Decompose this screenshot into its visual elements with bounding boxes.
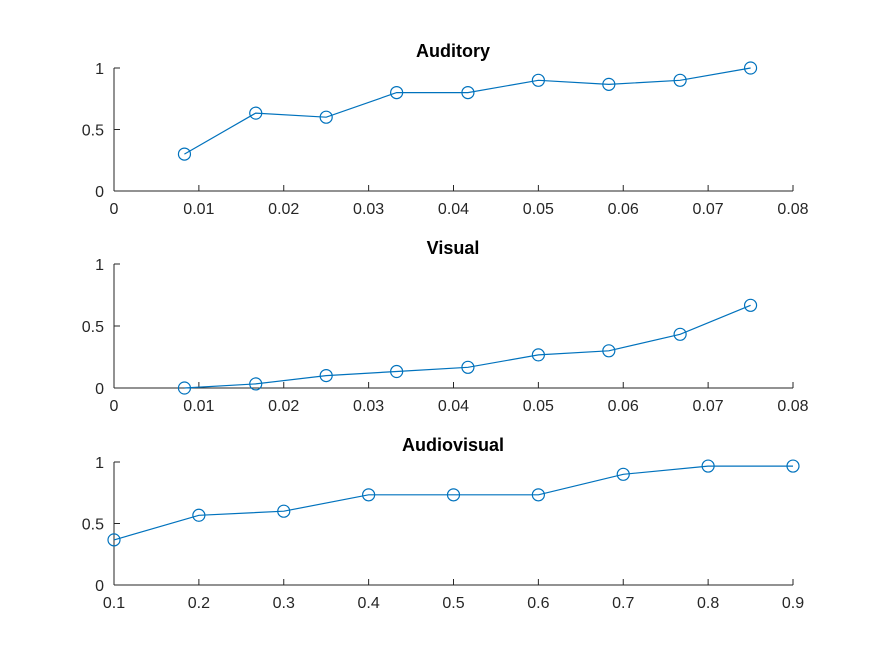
x-tick-label: 0.9: [782, 595, 804, 612]
data-point: [531, 488, 545, 502]
x-tick-label: 0.03: [353, 398, 384, 415]
x-tick-label: 0.3: [273, 595, 295, 612]
x-tick-label: 0.06: [608, 201, 639, 218]
series-line: [184, 304, 751, 389]
y-tick-label: 1: [95, 61, 104, 78]
x-tick-label: 0.04: [438, 201, 469, 218]
y-tick-label: 0.5: [82, 517, 104, 534]
data-point: [602, 344, 616, 358]
y-tick-label: 0: [95, 184, 104, 201]
x-tick-label: 0.08: [777, 398, 808, 415]
data-point: [602, 77, 616, 91]
y-tick-label: 0.5: [82, 123, 104, 140]
x-tick-label: 0.05: [523, 201, 554, 218]
x-tick-label: 0.04: [438, 398, 469, 415]
subplot-auditory: Auditory 0 0.01 0.02 0.03 0.04 0.05 0.06 0.07 0.…: [82, 41, 809, 218]
x-tick-label: 0.06: [608, 398, 639, 415]
x-tick-label: 0.2: [188, 595, 210, 612]
y-tick-label: 0.5: [82, 319, 104, 336]
subplot-visual: Visual 0 0.01 0.02 0.03 0.04 0.05 0.06 0.07 0.08…: [82, 238, 809, 415]
data-point: [362, 488, 376, 502]
data-point: [701, 459, 715, 473]
data-point: [177, 147, 192, 161]
y-tick-label: 0: [95, 381, 104, 398]
x-tick-label: 0.6: [527, 595, 549, 612]
data-point: [531, 348, 545, 362]
x-tick-label: 0.05: [523, 398, 554, 415]
x-tick-label: 0: [110, 201, 119, 218]
data-point: [319, 110, 333, 124]
y-tick-label: 1: [95, 257, 104, 274]
x-tick-label: 0.07: [693, 398, 724, 415]
data-point: [786, 459, 800, 473]
x-tick-label: 0.08: [777, 201, 808, 218]
subplot-audiovisual: Audiovisual 0.1 0.2 0.3 0.4 0.5 0.6 0.7 0.8 0.9 0…: [82, 435, 804, 612]
series-line: [184, 67, 751, 155]
data-point: [249, 377, 263, 391]
subplot-title: Auditory: [416, 41, 490, 61]
data-point: [673, 73, 687, 87]
y-tick-label: 0: [95, 578, 104, 595]
x-tick-label: 0.8: [697, 595, 719, 612]
subplot-title: Visual: [427, 238, 480, 258]
data-point: [673, 327, 687, 341]
y-tick-label: 1: [95, 455, 104, 472]
data-point: [177, 381, 192, 395]
x-tick-label: 0.03: [353, 201, 384, 218]
x-tick-label: 0.4: [358, 595, 380, 612]
data-point: [390, 85, 404, 100]
data-point: [107, 533, 121, 547]
subplot-title: Audiovisual: [402, 435, 504, 455]
data-point: [461, 85, 475, 100]
x-tick-label: 0.01: [183, 201, 214, 218]
data-point: [531, 73, 545, 87]
data-point: [319, 369, 333, 383]
data-point: [277, 504, 291, 518]
x-tick-label: 0.7: [612, 595, 634, 612]
x-tick-label: 0.1: [103, 595, 125, 612]
data-point: [390, 364, 404, 379]
data-point: [743, 298, 758, 312]
x-tick-label: 0.02: [268, 201, 299, 218]
x-tick-label: 0: [110, 398, 119, 415]
data-point: [446, 488, 461, 502]
data-point: [616, 467, 630, 481]
data-point: [743, 61, 758, 75]
x-tick-label: 0.01: [183, 398, 214, 415]
series-line: [113, 465, 793, 541]
data-point: [249, 106, 263, 120]
data-point: [461, 360, 475, 374]
x-tick-label: 0.07: [693, 201, 724, 218]
x-tick-label: 0.02: [268, 398, 299, 415]
data-point: [192, 508, 206, 522]
x-tick-label: 0.5: [442, 595, 464, 612]
